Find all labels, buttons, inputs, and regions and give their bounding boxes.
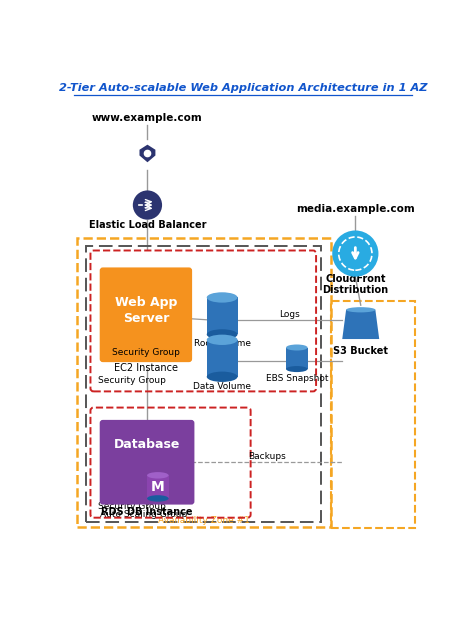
- Text: EC2 Instance: EC2 Instance: [114, 363, 178, 373]
- Text: Availability Zone #1: Availability Zone #1: [158, 516, 250, 525]
- Polygon shape: [139, 145, 155, 163]
- FancyBboxPatch shape: [286, 347, 308, 369]
- Ellipse shape: [147, 495, 169, 502]
- Ellipse shape: [207, 371, 237, 382]
- Ellipse shape: [286, 344, 308, 350]
- Ellipse shape: [207, 292, 237, 303]
- FancyBboxPatch shape: [100, 268, 192, 362]
- FancyBboxPatch shape: [207, 340, 237, 377]
- Text: Database: Database: [114, 438, 180, 451]
- FancyBboxPatch shape: [147, 475, 169, 499]
- Text: Data Volume: Data Volume: [193, 381, 251, 391]
- Text: Root Volume: Root Volume: [194, 339, 251, 348]
- Text: media.example.com: media.example.com: [296, 204, 415, 214]
- Ellipse shape: [346, 307, 375, 313]
- Text: Security Group: Security Group: [98, 502, 166, 512]
- Text: Security Group: Security Group: [98, 376, 166, 385]
- Ellipse shape: [286, 366, 308, 372]
- Text: Web App
Server: Web App Server: [115, 295, 177, 324]
- Circle shape: [133, 190, 162, 219]
- Ellipse shape: [207, 329, 237, 340]
- Text: Auto Scaling Group: Auto Scaling Group: [100, 510, 187, 519]
- Polygon shape: [342, 310, 379, 339]
- Text: www.example.com: www.example.com: [92, 113, 203, 123]
- Text: 2-Tier Auto-scalable Web Application Architecture in 1 AZ: 2-Tier Auto-scalable Web Application Arc…: [59, 83, 427, 93]
- Text: Backups: Backups: [248, 452, 286, 462]
- Text: Security Group: Security Group: [112, 348, 180, 357]
- Text: CloudFront
Distribution: CloudFront Distribution: [322, 274, 388, 295]
- FancyBboxPatch shape: [100, 420, 194, 504]
- Text: M: M: [151, 480, 164, 494]
- Text: EBS Snapshot: EBS Snapshot: [265, 374, 328, 383]
- Text: S3 Bucket: S3 Bucket: [333, 346, 388, 357]
- FancyBboxPatch shape: [207, 297, 237, 334]
- Ellipse shape: [207, 334, 237, 345]
- Text: Elastic Load Balancer: Elastic Load Balancer: [89, 220, 206, 230]
- Text: RDS DB Instance: RDS DB Instance: [101, 507, 193, 517]
- Circle shape: [332, 231, 378, 277]
- Ellipse shape: [147, 472, 169, 478]
- Text: Logs: Logs: [280, 310, 300, 319]
